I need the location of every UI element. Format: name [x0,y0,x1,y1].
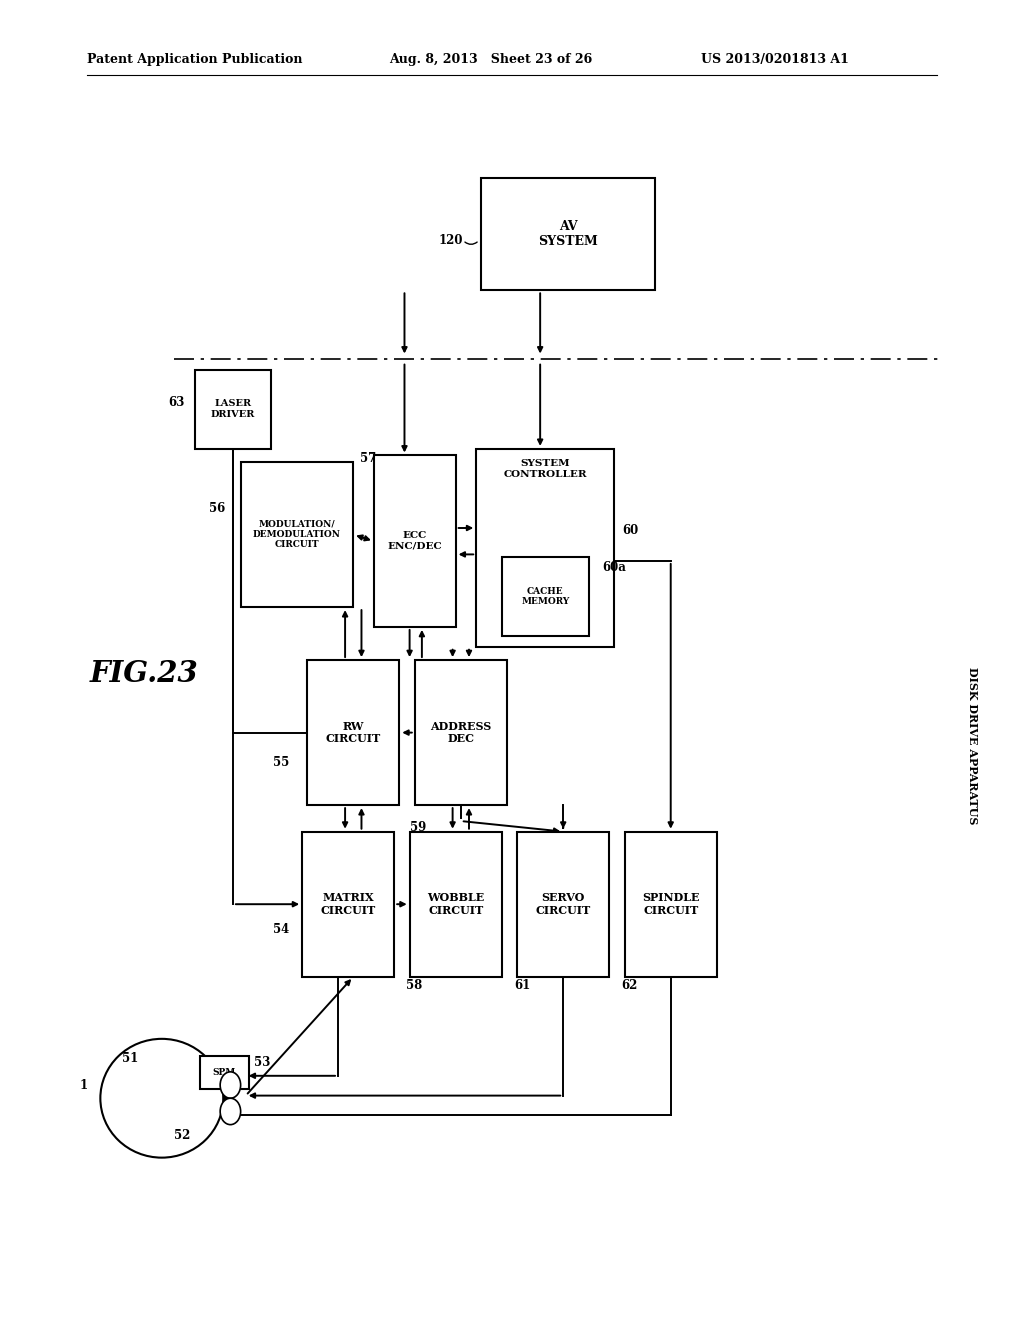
Text: Patent Application Publication: Patent Application Publication [87,53,302,66]
Bar [476,449,614,647]
Text: ECC
ENC/DEC: ECC ENC/DEC [387,532,442,550]
Text: Aug. 8, 2013   Sheet 23 of 26: Aug. 8, 2013 Sheet 23 of 26 [389,53,592,66]
Text: 120: 120 [438,234,463,247]
Bar [200,1056,249,1089]
Bar [195,370,271,449]
Text: US 2013/0201813 A1: US 2013/0201813 A1 [701,53,849,66]
Text: 59: 59 [410,821,426,834]
Bar [307,660,399,805]
Text: SERVO
CIRCUIT: SERVO CIRCUIT [536,892,591,916]
Text: 57: 57 [360,451,377,465]
Text: SYSTEM
CONTROLLER: SYSTEM CONTROLLER [504,459,587,479]
Bar [374,455,456,627]
Text: 56: 56 [209,502,225,515]
Text: FIG.23: FIG.23 [90,659,199,688]
Text: 60: 60 [623,524,639,537]
Text: 54: 54 [272,923,289,936]
Circle shape [220,1072,241,1098]
Text: 51: 51 [122,1052,138,1065]
Bar [241,462,353,607]
Bar [302,832,394,977]
Text: 1: 1 [80,1078,88,1092]
Text: DISK DRIVE APPARATUS: DISK DRIVE APPARATUS [968,667,978,825]
Text: MODULATION/
DEMODULATION
CIRCUIT: MODULATION/ DEMODULATION CIRCUIT [253,520,341,549]
Text: CACHE
MEMORY: CACHE MEMORY [521,587,569,606]
Text: 58: 58 [406,979,422,993]
Text: MATRIX
CIRCUIT: MATRIX CIRCUIT [321,892,376,916]
Bar [625,832,717,977]
Bar [410,832,502,977]
Text: 53: 53 [254,1056,270,1069]
Text: WOBBLE
CIRCUIT: WOBBLE CIRCUIT [427,892,484,916]
Text: LASER
DRIVER: LASER DRIVER [211,400,255,418]
Bar [502,557,589,636]
Text: 62: 62 [622,979,638,993]
Bar [415,660,507,805]
Text: 60a: 60a [602,561,626,574]
Text: SPINDLE
CIRCUIT: SPINDLE CIRCUIT [642,892,699,916]
Text: RW
CIRCUIT: RW CIRCUIT [326,721,381,744]
Text: AV
SYSTEM: AV SYSTEM [539,220,598,248]
Bar [517,832,609,977]
Text: ADDRESS
DEC: ADDRESS DEC [430,721,492,744]
Text: SPM: SPM [213,1068,236,1077]
Text: 55: 55 [272,756,289,770]
Text: 61: 61 [514,979,530,993]
Text: 63: 63 [168,396,184,409]
Circle shape [220,1098,241,1125]
Text: 52: 52 [174,1129,190,1142]
Ellipse shape [100,1039,223,1158]
Bar [481,178,655,290]
